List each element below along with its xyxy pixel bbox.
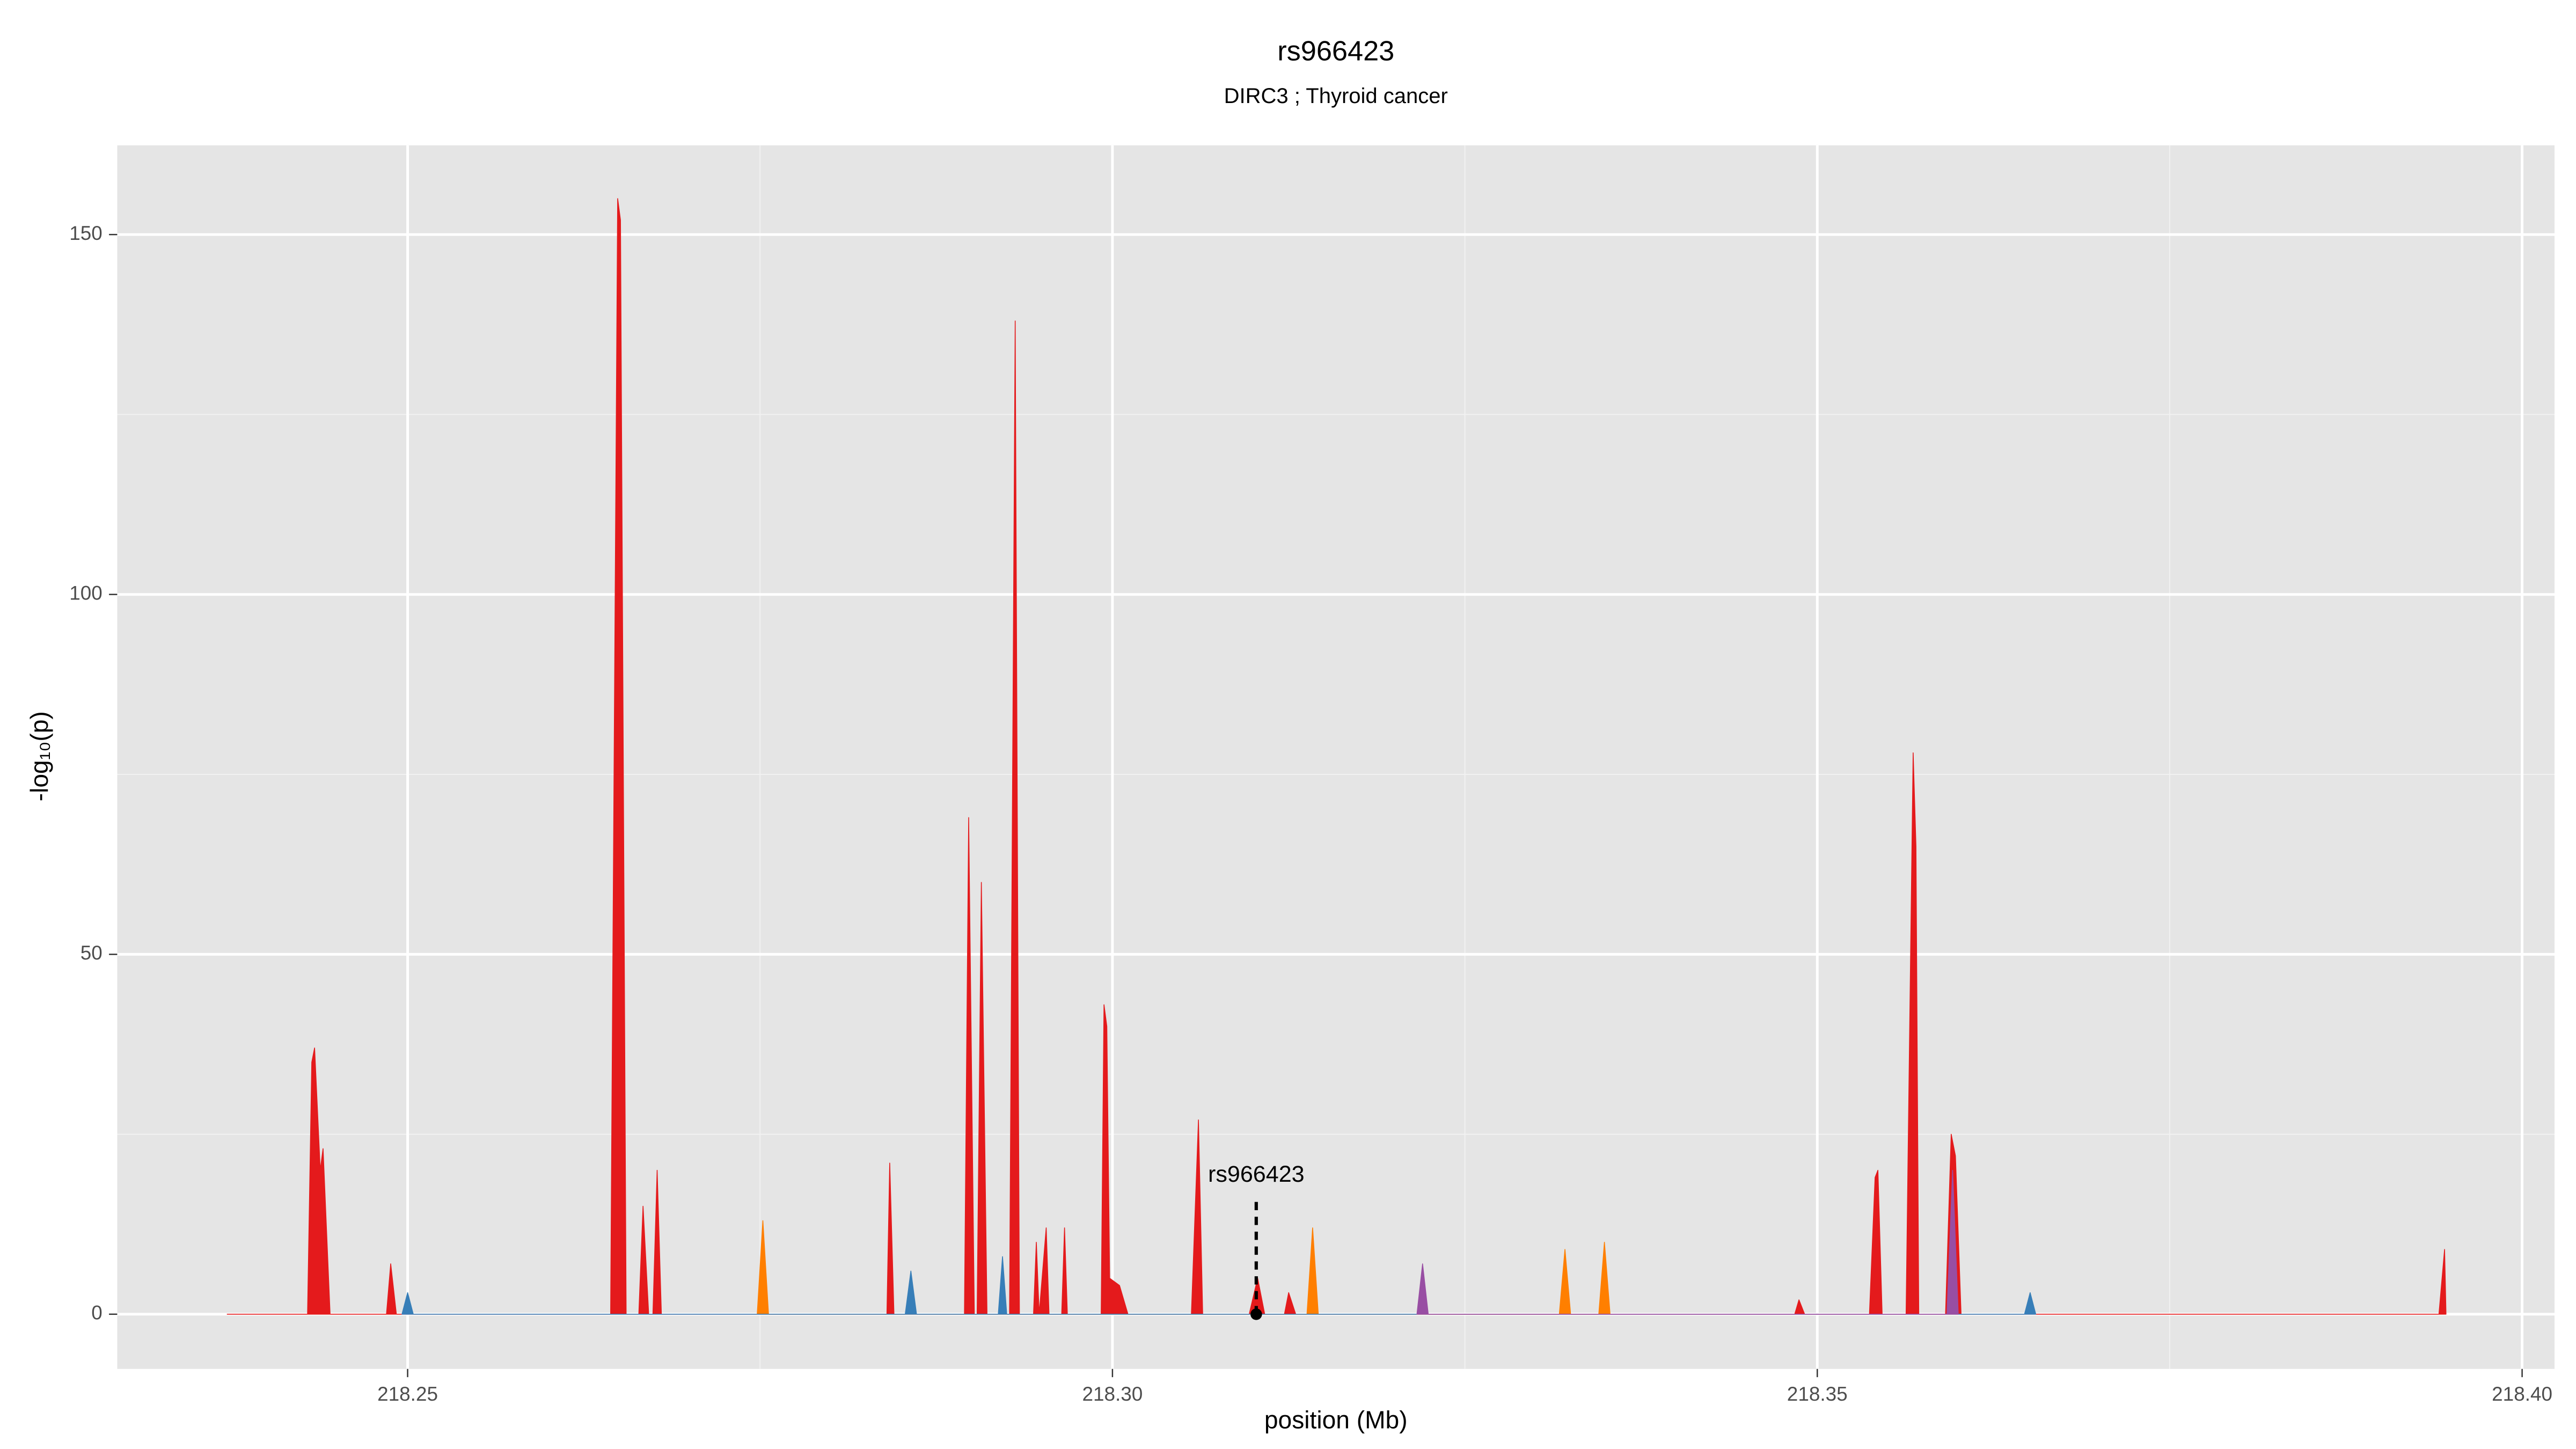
y-tick-label: 0: [91, 1302, 103, 1324]
area: [401, 1256, 2037, 1315]
x-tick-label: 218.25: [377, 1383, 438, 1405]
chart-subtitle: DIRC3 ; Thyroid cancer: [1224, 84, 1448, 108]
x-tick-label: 218.40: [2492, 1383, 2552, 1405]
area: [1416, 1169, 1959, 1315]
y-tick-label: 50: [80, 942, 103, 964]
chart-title: rs966423: [1277, 35, 1394, 67]
plot-panel: [117, 145, 2555, 1369]
y-tick-label: 150: [69, 222, 103, 244]
annotation-point: [1250, 1308, 1262, 1320]
x-tick-label: 218.30: [1082, 1383, 1143, 1405]
x-axis-title: position (Mb): [1264, 1406, 1408, 1433]
y-axis-title: -log₁₀(p): [25, 711, 53, 801]
x-tick-label: 218.35: [1787, 1383, 1848, 1405]
annotation-label: rs966423: [1208, 1161, 1305, 1187]
y-tick-label: 100: [69, 582, 103, 604]
